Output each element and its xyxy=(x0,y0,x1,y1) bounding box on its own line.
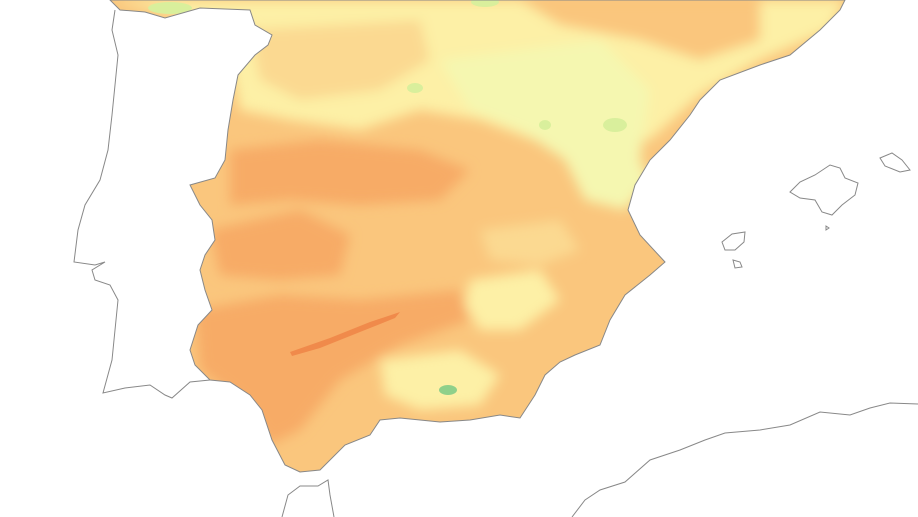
heat-high-south xyxy=(195,290,470,445)
coastlines xyxy=(73,0,918,517)
heat-lower-east xyxy=(560,140,650,210)
heat-lowest-spot-2 xyxy=(539,120,551,130)
heat-low-sierra xyxy=(380,350,500,410)
algeria-coast xyxy=(571,402,918,517)
heat-high-central xyxy=(230,140,470,205)
heat-low-southeast xyxy=(465,270,560,330)
formentera-outline xyxy=(732,259,743,269)
heat-lowest-spot-5 xyxy=(148,2,192,14)
heat-lower-ebro xyxy=(440,40,650,170)
heat-lowest-spot-1 xyxy=(603,118,627,132)
morocco-coast-north xyxy=(281,479,335,517)
heat-lowest-spot-3 xyxy=(407,83,423,93)
heat-min-spot xyxy=(439,385,457,395)
heat-very-high-streak xyxy=(290,312,400,356)
heat-mid-north xyxy=(250,20,430,100)
heat-high-west xyxy=(210,210,350,280)
heat-mid-la-mancha xyxy=(480,220,580,265)
heat-lowest-spot-4 xyxy=(471,0,499,7)
menorca-outline xyxy=(879,152,911,173)
heat-mid-northeast xyxy=(520,0,760,60)
ibiza-outline xyxy=(721,231,746,251)
portugal-coast xyxy=(73,9,211,399)
cabrera-outline xyxy=(825,225,830,231)
mallorca-outline xyxy=(789,164,859,216)
